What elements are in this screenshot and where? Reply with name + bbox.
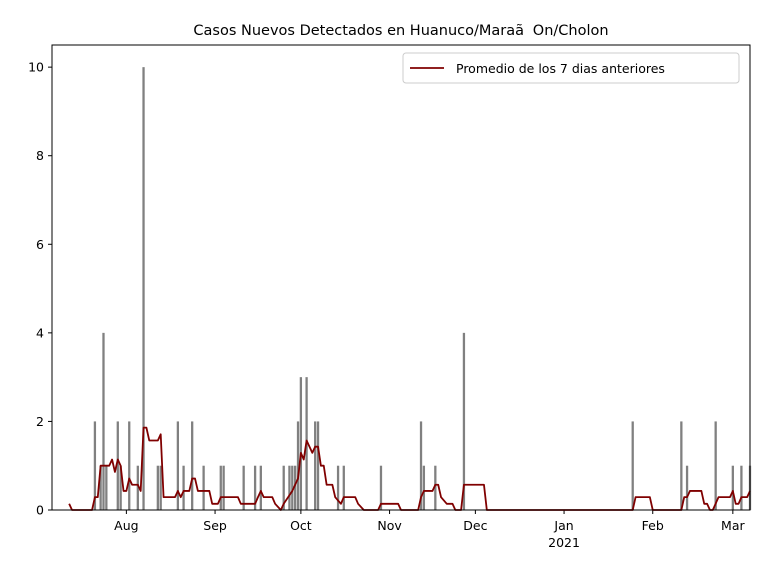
x-tick-label: Mar	[721, 518, 745, 533]
bar	[176, 421, 180, 510]
x-tick-label-line: Dec	[463, 518, 487, 533]
bar	[342, 465, 345, 510]
y-tick-label: 0	[36, 503, 44, 518]
bar	[316, 421, 320, 510]
bar	[142, 67, 145, 511]
bar	[102, 332, 105, 510]
bar	[253, 465, 257, 510]
x-tick-label-line: Aug	[114, 518, 138, 533]
y-tick-label: 6	[36, 237, 44, 252]
x-tick-label: Sep	[203, 518, 227, 533]
bar	[159, 465, 162, 510]
bar	[299, 377, 303, 510]
chart-title: Casos Nuevos Detectados en Huanuco/Maraã…	[193, 23, 608, 39]
bar	[116, 421, 119, 510]
bar	[191, 421, 194, 510]
bar	[296, 421, 300, 510]
x-tick-label-line: Oct	[290, 518, 312, 533]
bar	[631, 421, 634, 510]
bar	[685, 465, 689, 510]
bar	[119, 465, 122, 510]
x-tick-label-line: Mar	[721, 518, 745, 533]
bar	[202, 465, 205, 510]
bar	[219, 465, 222, 510]
bar	[314, 421, 317, 510]
bar	[740, 465, 743, 510]
x-tick-label-line: Feb	[642, 518, 664, 533]
y-tick-label: 10	[28, 60, 44, 75]
bar	[288, 465, 291, 510]
bar	[222, 465, 225, 510]
bar	[105, 465, 108, 510]
x-tick-label: Oct	[290, 518, 312, 533]
x-tick-label: Aug	[114, 518, 138, 533]
plot-frame	[51, 44, 751, 511]
x-tick-label-line: Sep	[203, 518, 227, 533]
bar	[336, 465, 340, 510]
x-tick-label: Dec	[463, 518, 487, 533]
bar	[156, 465, 159, 510]
legend-box	[402, 52, 740, 84]
x-tick-label-line: Nov	[377, 518, 402, 533]
bar	[434, 465, 437, 510]
y-tick-label: 2	[36, 414, 44, 429]
bar	[379, 465, 383, 510]
bar	[419, 421, 423, 510]
bar	[422, 465, 426, 510]
y-tick-label: 4	[36, 325, 44, 340]
x-tick-label-line: Jan	[553, 518, 573, 533]
bar	[291, 465, 294, 510]
x-tick-label: Nov	[377, 518, 402, 533]
bar	[242, 465, 245, 510]
bar	[259, 465, 262, 510]
bar	[128, 421, 131, 510]
x-tick-label: Jan 2021	[548, 518, 580, 550]
legend-label: Promedio de los 7 dias anteriores	[456, 61, 665, 76]
x-tick-label: Feb	[642, 518, 664, 533]
bar	[93, 421, 97, 510]
bar	[99, 465, 102, 510]
y-tick-label: 8	[36, 148, 44, 163]
legend: Promedio de los 7 dias anteriores	[402, 52, 740, 84]
bar	[680, 421, 683, 510]
bar	[136, 465, 139, 510]
bar	[714, 421, 717, 510]
bar	[182, 465, 185, 510]
bar	[462, 332, 466, 510]
x-tick-label-line: 2021	[548, 535, 580, 550]
bar	[731, 465, 734, 510]
bar	[294, 465, 297, 510]
bar	[282, 465, 285, 510]
